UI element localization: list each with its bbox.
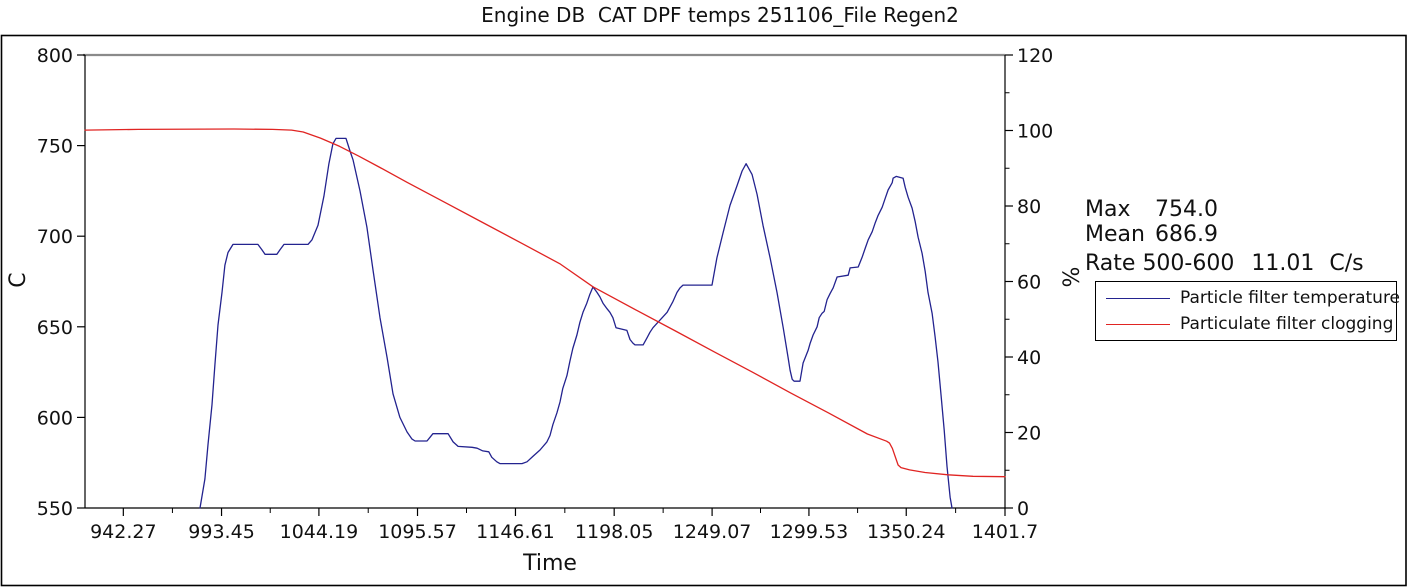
x-tick-label: 1146.61	[476, 521, 555, 543]
y-left-tick-label: 800	[37, 45, 73, 67]
legend-item-clogging: Particulate filter clogging	[1106, 313, 1394, 336]
y-axis-label-left: C	[5, 272, 31, 288]
series-line-particulate-filter-clogging	[84, 128, 1006, 478]
y-right-tick-label: 100	[1017, 121, 1053, 143]
y-left-tick-label: 700	[37, 226, 73, 248]
stats-rate-value: 11.01	[1251, 251, 1315, 276]
chart-title: Engine DB CAT DPF temps 251106_File Rege…	[481, 3, 959, 27]
legend-label-temperature: Particle filter temperature	[1180, 288, 1401, 308]
x-tick-label: 942.27	[90, 521, 156, 543]
x-tick-label: 1198.05	[575, 521, 654, 543]
stats-max-label: Max	[1085, 197, 1131, 222]
y-axis-label-right: %	[1059, 266, 1085, 288]
temperature-line-sample	[1106, 297, 1170, 299]
y-left-tick-label: 600	[37, 407, 73, 429]
y-right-tick-label: 20	[1017, 423, 1041, 445]
y-left-tick-label: 750	[37, 136, 73, 158]
stats-rate-label: Rate 500-600	[1085, 251, 1235, 276]
x-tick-label: 1299.53	[770, 521, 849, 543]
stats-row-max: Max 754.0	[1085, 197, 1364, 222]
stats-max-value: 754.0	[1155, 197, 1218, 222]
y-right-tick-label: 120	[1017, 45, 1053, 67]
x-tick-label: 993.45	[188, 521, 254, 543]
x-tick-label: 1044.19	[280, 521, 359, 543]
y-right-tick-label: 0	[1017, 498, 1029, 520]
clogging-line-sample	[1106, 323, 1170, 325]
stats-mean-label: Mean	[1085, 222, 1145, 247]
x-tick-label: 1350.24	[867, 521, 946, 543]
y-right-tick-label: 80	[1017, 196, 1041, 218]
stats-row-rate: Rate 500-600 11.01 C/s	[1085, 251, 1364, 276]
legend-box: Particle filter temperature Particulate …	[1095, 281, 1400, 341]
stats-rate-unit: C/s	[1329, 251, 1364, 276]
frame-border	[0, 34, 1407, 587]
x-tick-label: 1401.7	[972, 521, 1038, 543]
x-axis-label: Time	[523, 551, 577, 576]
stats-block: Max 754.0 Mean 686.9 Rate 500-600 11.01 …	[1085, 197, 1364, 276]
y-right-tick-label: 40	[1017, 347, 1041, 369]
legend-item-temperature: Particle filter temperature	[1106, 287, 1400, 310]
y-right-tick-label: 60	[1017, 272, 1041, 294]
y-left-tick-label: 650	[37, 317, 73, 339]
x-tick-label: 1095.57	[378, 521, 457, 543]
x-tick-label: 1249.07	[673, 521, 752, 543]
stats-row-mean: Mean 686.9	[1085, 222, 1364, 247]
series-line-particle-filter-temperature	[199, 137, 953, 509]
legend-label-clogging: Particulate filter clogging	[1180, 314, 1394, 334]
y-left-tick-label: 550	[37, 498, 73, 520]
stats-mean-value: 686.9	[1155, 222, 1218, 247]
